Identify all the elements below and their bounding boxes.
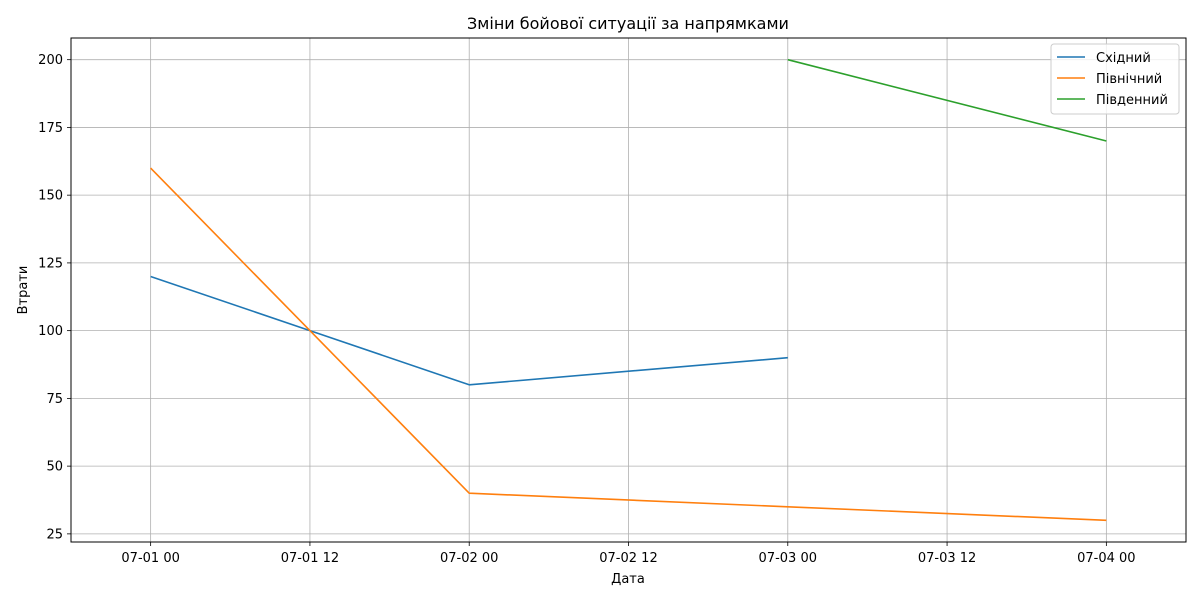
y-tick-label: 100 bbox=[38, 324, 63, 339]
y-tick-label: 50 bbox=[46, 460, 63, 475]
x-axis-ticks: 07-01 00 07-01 12 07-02 00 07-02 12 07-03 00… bbox=[121, 542, 1136, 566]
y-tick-label: 75 bbox=[46, 392, 63, 407]
y-tick-label: 150 bbox=[38, 189, 63, 204]
x-tick-label: 07-01 00 bbox=[121, 551, 179, 566]
x-tick-label: 07-02 12 bbox=[599, 551, 657, 566]
x-tick-label: 07-02 00 bbox=[440, 551, 498, 566]
y-axis-label: Втрати bbox=[16, 266, 31, 315]
legend: Східний Північний Південний bbox=[1050, 43, 1180, 115]
x-axis-label: Дата bbox=[611, 572, 645, 587]
y-tick-label: 125 bbox=[38, 256, 63, 271]
legend-label: Південний bbox=[1096, 93, 1168, 108]
x-tick-label: 07-03 12 bbox=[918, 551, 976, 566]
y-axis-ticks: 25 50 75 100 125 150 175 200 bbox=[38, 53, 71, 542]
y-tick-label: 25 bbox=[46, 527, 63, 542]
series-lines bbox=[150, 58, 1107, 522]
x-tick-label: 07-01 12 bbox=[281, 551, 339, 566]
x-tick-label: 07-04 00 bbox=[1077, 551, 1135, 566]
grid bbox=[71, 38, 1186, 542]
legend-label: Східний bbox=[1096, 51, 1151, 66]
series-line bbox=[787, 58, 1107, 142]
series-line bbox=[150, 167, 1107, 522]
legend-items: Східний Північний Південний bbox=[1057, 51, 1168, 108]
chart-title: Зміни бойової ситуації за напрямками bbox=[467, 14, 789, 33]
legend-label: Північний bbox=[1096, 72, 1162, 87]
legend-frame bbox=[1050, 43, 1180, 115]
x-tick-label: 07-03 00 bbox=[759, 551, 817, 566]
series-line bbox=[150, 275, 788, 386]
y-tick-label: 200 bbox=[38, 53, 63, 68]
y-tick-label: 175 bbox=[38, 121, 63, 136]
